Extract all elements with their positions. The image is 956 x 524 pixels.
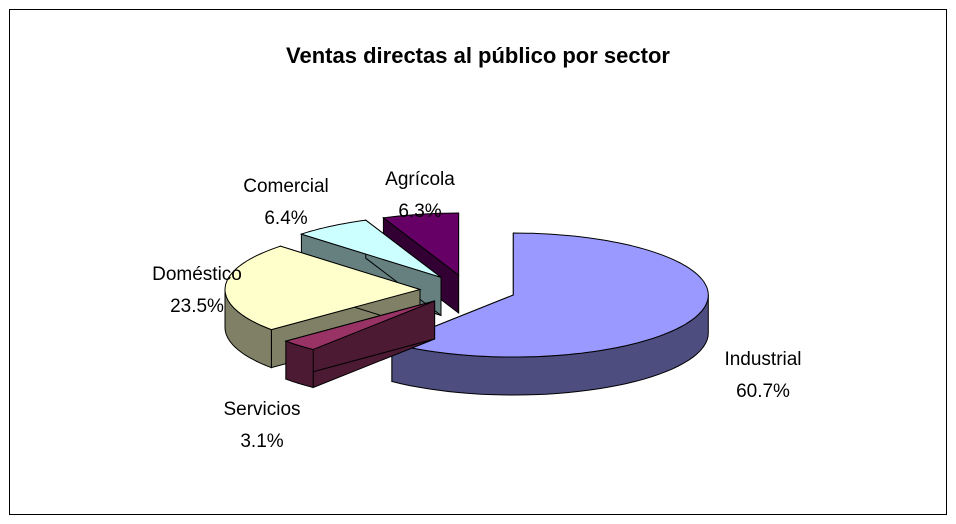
data-label-value: 6.3% [398, 201, 441, 222]
data-label-value: 6.4% [264, 208, 307, 229]
data-label-name: Industrial [724, 349, 801, 370]
data-label-name: Servicios [223, 399, 300, 420]
chart-title: Ventas directas al público por sector [286, 43, 670, 68]
slice-top [390, 232, 709, 358]
data-label-value: 23.5% [170, 296, 224, 317]
data-label-value: 60.7% [736, 381, 790, 402]
slice-top [382, 212, 460, 277]
slice-top [299, 219, 442, 278]
slice [390, 232, 709, 396]
data-label-name: Comercial [243, 176, 329, 197]
chart-frame [9, 9, 947, 515]
data-label-name: Agrícola [385, 169, 455, 190]
slice-top [284, 300, 435, 351]
data-label-name: Doméstico [152, 264, 242, 285]
data-label-value: 3.1% [240, 431, 283, 452]
slice-top [224, 245, 422, 331]
slice [284, 300, 436, 389]
